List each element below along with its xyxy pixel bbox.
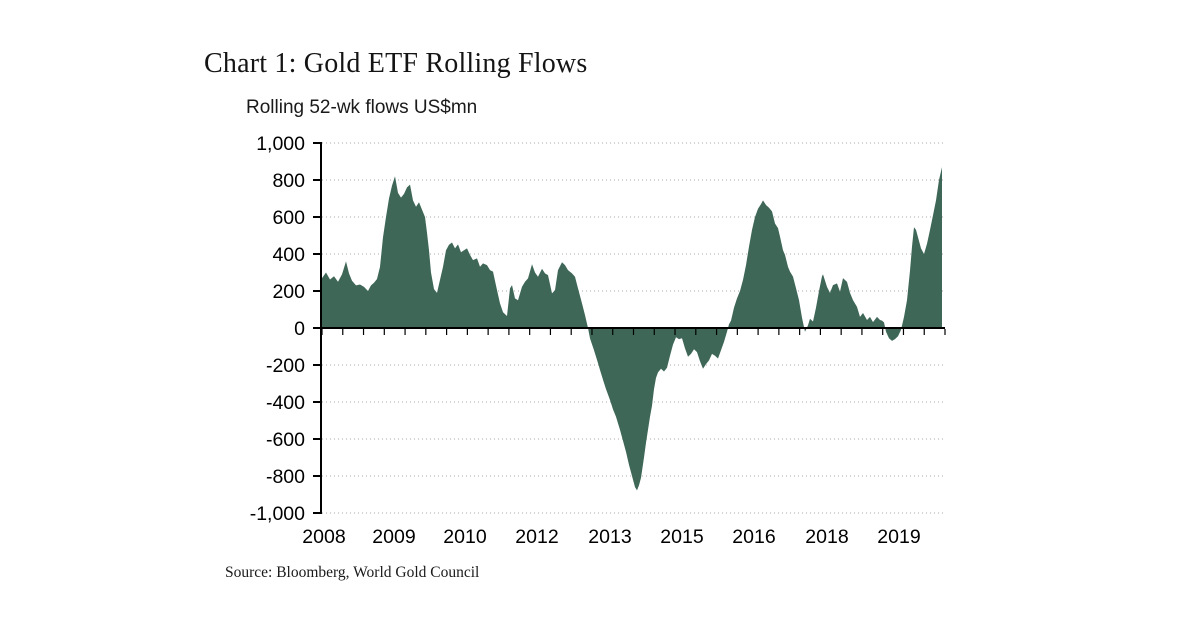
y-axis-tick-label: -200 <box>266 355 305 377</box>
x-axis-tick-label: 2019 <box>877 526 920 548</box>
x-axis-tick-label: 2009 <box>372 526 415 548</box>
y-axis-tick-label: -600 <box>266 429 305 451</box>
x-axis-tick-label: 2015 <box>660 526 704 548</box>
x-axis-tick-label: 2018 <box>805 526 848 548</box>
y-axis-tick-label: 200 <box>272 281 305 303</box>
y-axis-tick-label: -400 <box>266 392 305 414</box>
x-axis-tick-label: 2010 <box>443 526 487 548</box>
y-axis-tick-label: -1,000 <box>250 503 305 525</box>
chart-title: Chart 1: Gold ETF Rolling Flows <box>204 48 588 79</box>
y-axis-tick-label: 600 <box>272 207 305 229</box>
chart-subtitle: Rolling 52-wk flows US$mn <box>246 97 478 118</box>
y-axis-tick-label: -800 <box>266 466 305 488</box>
y-axis-tick-label: 1,000 <box>256 133 305 155</box>
x-axis-tick-label: 2016 <box>732 526 775 548</box>
x-axis-tick-label: 2008 <box>302 526 345 548</box>
y-axis-tick-label: 400 <box>272 244 305 266</box>
y-axis-tick-label: 800 <box>272 170 305 192</box>
y-axis-tick-label: 0 <box>294 318 305 340</box>
chart-source-note: Source: Bloomberg, World Gold Council <box>225 564 480 581</box>
x-axis-tick-label: 2013 <box>588 526 631 548</box>
x-axis-tick-label: 2012 <box>515 526 558 548</box>
